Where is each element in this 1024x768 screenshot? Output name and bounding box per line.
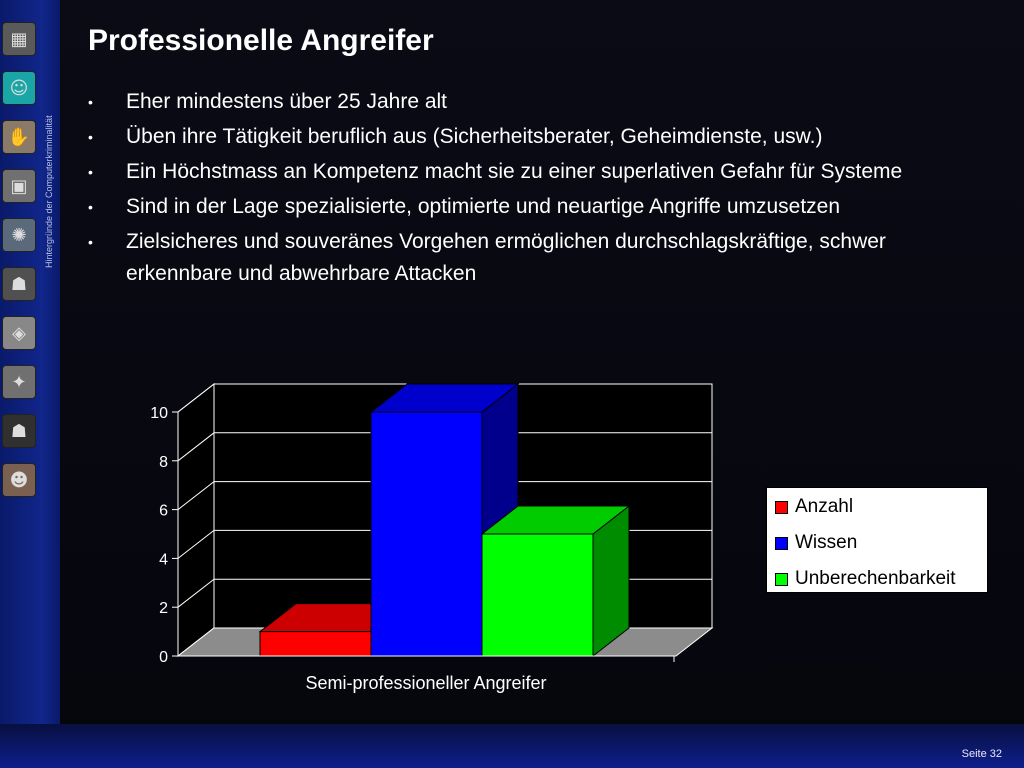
y-tick-label: 2 (159, 600, 168, 617)
y-tick-label: 8 (159, 454, 168, 471)
y-tick-label: 0 (159, 649, 168, 666)
bar-anzahl (259, 631, 372, 657)
cube-icon: ◈ (2, 316, 36, 350)
circuit-icon: ▦ (2, 22, 36, 56)
y-tick-label: 6 (159, 503, 168, 520)
hooded-icon: ☗ (2, 414, 36, 448)
slide-number: Seite 32 (961, 748, 1002, 760)
legend-entry: Unberechenbarkeit (775, 568, 956, 590)
gridline (177, 383, 712, 413)
legend-swatch (775, 536, 788, 550)
gridline (177, 432, 712, 462)
legend-swatch (775, 500, 788, 514)
jester-icon: ☻ (2, 463, 36, 497)
legend-swatch (775, 572, 788, 586)
mask-icon: ☗ (2, 267, 36, 301)
bullet-item: Eher mindestens über 25 Jahre alt (88, 86, 988, 118)
face-icon: ☺ (2, 71, 36, 105)
y-tick-label: 4 (159, 551, 168, 568)
y-tick-label: 10 (150, 405, 168, 422)
side-wall (177, 382, 215, 658)
bullet-list: Eher mindestens über 25 Jahre altÜben ih… (88, 86, 988, 293)
legend-label: Unberechenbarkeit (795, 568, 956, 589)
figure-icon: ✦ (2, 365, 36, 399)
x-category-label: Semi-professioneller Angreifer (305, 673, 546, 693)
slide-title: Professionelle Angreifer (88, 24, 434, 57)
legend-entry: Anzahl (775, 496, 853, 518)
legend-label: Anzahl (795, 496, 854, 517)
bullet-item: Ein Höchstmass an Kompetenz macht sie zu… (88, 156, 988, 188)
legend-entry: Wissen (775, 532, 857, 554)
bar-unberechenbarkeit (481, 533, 594, 657)
chart-legend: Anzahl Wissen Unberechenbarkeit (766, 487, 988, 593)
bar-wissen (370, 411, 483, 657)
swirl-icon: ✺ (2, 218, 36, 252)
legend-label: Wissen (795, 532, 858, 553)
hands-icon: ✋ (2, 120, 36, 154)
bottom-band (0, 724, 1024, 768)
computer-icon: ▣ (2, 169, 36, 203)
bullet-item: Zielsicheres und souveränes Vorgehen erm… (88, 226, 988, 290)
gridline (177, 481, 712, 510)
bullet-item: Sind in der Lage spezialisierte, optimie… (88, 191, 988, 223)
bullet-item: Üben ihre Tätigkeit beruflich aus (Siche… (88, 121, 988, 153)
